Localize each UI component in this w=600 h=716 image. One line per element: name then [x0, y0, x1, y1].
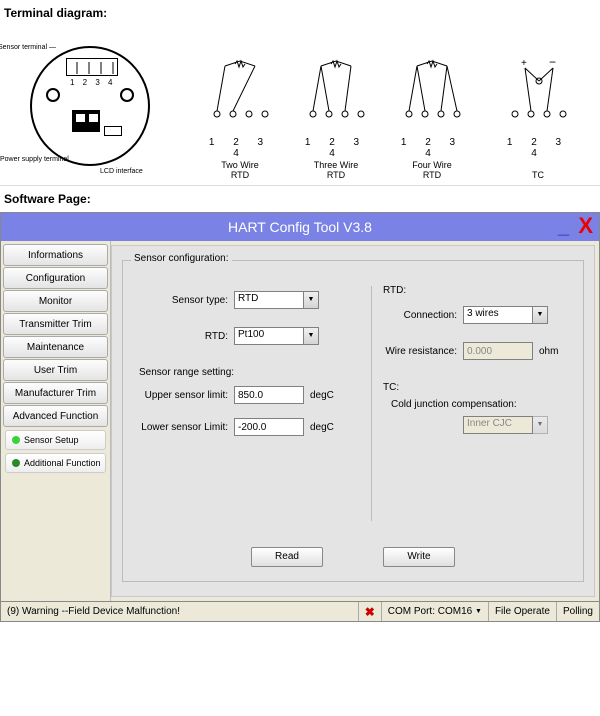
write-button[interactable]: Write — [383, 547, 455, 567]
power-block — [72, 110, 100, 132]
tab-advanced-function[interactable]: Advanced Function — [3, 405, 108, 427]
status-dot-icon — [12, 436, 20, 444]
wiring-three-wire: 1 2 3 4 Three WireRTD — [296, 46, 376, 181]
field-upper-limit: Upper sensor limit: degC — [129, 386, 369, 404]
lcd-connector — [104, 126, 122, 136]
tc-heading: TC: — [383, 382, 575, 393]
field-connection: Connection: 3 wires▼ — [383, 306, 575, 324]
chevron-down-icon[interactable]: ▼ — [533, 306, 548, 324]
subitem-additional-function[interactable]: Additional Function — [5, 453, 106, 473]
content-panel: Sensor configuration: Sensor type: RTD▼ … — [111, 245, 595, 597]
polling-button[interactable]: Polling — [557, 602, 599, 621]
chevron-down-icon[interactable]: ▼ — [304, 327, 319, 345]
tab-informations[interactable]: Informations — [3, 244, 108, 266]
terminal-diagram: 1 2 3 4 Sensor terminal — Power supply t… — [0, 26, 600, 186]
field-sensor-type: Sensor type: RTD▼ — [129, 291, 369, 309]
subitem-sensor-setup[interactable]: Sensor Setup — [5, 430, 106, 450]
chevron-down-icon: ▼ — [533, 416, 548, 434]
terminal-heading: Terminal diagram: — [0, 0, 600, 26]
titlebar: HART Config Tool V3.8 _ X — [1, 213, 599, 241]
software-heading: Software Page: — [0, 186, 600, 212]
app-title: HART Config Tool V3.8 — [228, 219, 372, 235]
cjc-select: Inner CJC — [463, 416, 533, 434]
wire-resistance-input — [463, 342, 533, 360]
subitem-label: Sensor Setup — [24, 435, 79, 445]
rtd-select[interactable]: Pt100 — [234, 327, 304, 345]
svg-text:+: + — [521, 58, 527, 69]
terminal-numbers: 1 2 3 4 — [70, 78, 115, 87]
app-window: HART Config Tool V3.8 _ X Informations C… — [0, 212, 600, 622]
field-rtd: RTD: Pt100▼ — [129, 327, 369, 345]
minimize-button[interactable]: _ — [558, 216, 569, 239]
rtd-heading: RTD: — [383, 285, 575, 296]
sensor-config-group: Sensor configuration: Sensor type: RTD▼ … — [122, 260, 584, 582]
field-cjc: Inner CJC▼ — [383, 416, 575, 434]
wiring-two-wire: 1 2 3 4 Two WireRTD — [200, 46, 280, 181]
status-error-icon: ✖ — [359, 602, 382, 621]
svg-text:−: − — [549, 55, 556, 69]
subitem-label: Additional Function — [24, 458, 101, 468]
upper-limit-input[interactable] — [234, 386, 304, 404]
wiring-four-wire: 1 2 3 4 Four WireRTD — [392, 46, 472, 181]
tab-manufacturer-trim[interactable]: Manufacturer Trim — [3, 382, 108, 404]
chevron-down-icon[interactable]: ▼ — [475, 608, 482, 615]
screw-right — [120, 88, 134, 102]
vertical-divider — [371, 286, 372, 521]
range-setting-heading: Sensor range setting: — [139, 367, 369, 378]
field-wire-resistance: Wire resistance: ohm — [383, 342, 575, 360]
file-operate-button[interactable]: File Operate — [489, 602, 557, 621]
cjc-heading: Cold junction compensation: — [391, 399, 575, 410]
lower-limit-input[interactable] — [234, 418, 304, 436]
field-lower-limit: Lower sensor Limit: degC — [129, 418, 369, 436]
tab-configuration[interactable]: Configuration — [3, 267, 108, 289]
tab-transmitter-trim[interactable]: Transmitter Trim — [3, 313, 108, 335]
tab-user-trim[interactable]: User Trim — [3, 359, 108, 381]
power-supply-label: Power supply terminal — [0, 156, 69, 163]
sensor-terminal-label: Sensor terminal — — [0, 44, 56, 51]
statusbar: (9) Warning --Field Device Malfunction! … — [1, 601, 599, 621]
status-dot-icon — [12, 459, 20, 467]
screw-left — [46, 88, 60, 102]
status-warning: (9) Warning --Field Device Malfunction! — [1, 602, 359, 621]
tab-monitor[interactable]: Monitor — [3, 290, 108, 312]
group-title: Sensor configuration: — [131, 253, 232, 264]
status-comport: COM Port: COM16 ▼ — [382, 602, 489, 621]
connection-select[interactable]: 3 wires — [463, 306, 533, 324]
housing-circle: 1 2 3 4 — [30, 46, 150, 166]
sensor-terminal-block — [66, 58, 118, 76]
close-button[interactable]: X — [578, 213, 593, 239]
sensor-type-select[interactable]: RTD — [234, 291, 304, 309]
chevron-down-icon[interactable]: ▼ — [304, 291, 319, 309]
tab-maintenance[interactable]: Maintenance — [3, 336, 108, 358]
lcd-interface-label: LCD interface — [100, 168, 143, 175]
sidebar: Informations Configuration Monitor Trans… — [1, 241, 111, 601]
wiring-tc: +− 1 2 3 4 TC — [498, 46, 578, 181]
read-button[interactable]: Read — [251, 547, 323, 567]
